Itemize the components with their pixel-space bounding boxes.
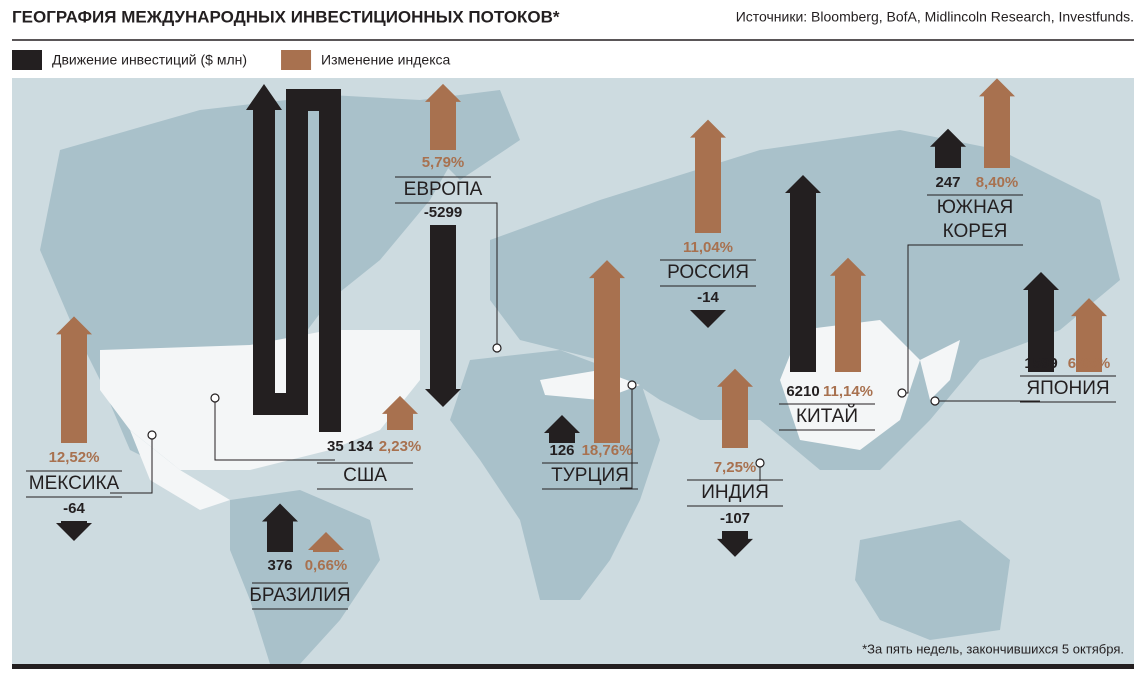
flow-label: 126 <box>549 442 574 459</box>
flow-label: 1599 <box>1024 355 1057 372</box>
index-label: 12,52% <box>49 449 100 466</box>
index-arrow <box>717 368 753 448</box>
region: 247 8,40% ЮЖНАЯ КОРЕЯ <box>927 78 1023 246</box>
flow-arrow <box>690 310 726 328</box>
index-label: 11,14% <box>823 383 873 400</box>
bottom-rule <box>12 664 1134 669</box>
region: 11,04% РОССИЯ -14 <box>660 119 756 328</box>
flow-arrow <box>930 128 966 168</box>
title: ГЕОГРАФИЯ МЕЖДУНАРОДНЫХ ИНВЕСТИЦИОННЫХ П… <box>12 7 560 26</box>
flow-arrow <box>253 89 341 432</box>
region-name: США <box>343 465 387 486</box>
region-name: ЮЖНАЯ <box>937 197 1013 218</box>
legend-swatch <box>281 50 312 70</box>
flow-arrow <box>425 225 461 407</box>
footnote: *За пять недель, закончившихся 5 октября… <box>862 641 1124 656</box>
region: 376 0,66% БРАЗИЛИЯ <box>249 503 351 610</box>
flow-arrow <box>717 531 753 557</box>
region-name: ЕВРОПА <box>404 179 483 200</box>
index-arrow <box>690 119 726 233</box>
region-name: ЯПОНИЯ <box>1026 378 1109 399</box>
flow-arrow <box>544 414 580 443</box>
flow-label: -14 <box>697 289 719 306</box>
callout-dots <box>147 343 940 468</box>
legend: Движение инвестиций ($ млн) Изменение инд… <box>12 50 450 70</box>
index-arrow <box>425 83 461 150</box>
index-arrow <box>308 532 344 552</box>
index-arrow <box>589 260 625 443</box>
flow-arrow <box>785 174 821 372</box>
flow-arrow <box>262 503 298 552</box>
region: 126 18,76% ТУРЦИЯ <box>542 260 638 490</box>
index-label: 7,25% <box>714 459 757 476</box>
region-name: БРАЗИЛИЯ <box>249 585 350 606</box>
region: 12,52% МЕКСИКА -64 <box>26 316 122 541</box>
source: Источники: Bloomberg, BofA, Midlincoln R… <box>736 9 1134 25</box>
index-label: 2,23% <box>379 438 422 455</box>
flow-label: 35 134 <box>327 438 374 455</box>
flow-label: -64 <box>63 500 85 517</box>
legend-label: Изменение индекса <box>321 52 450 68</box>
index-label: 18,76% <box>582 442 633 459</box>
flow-arrow <box>56 521 92 541</box>
flow-arrow <box>1023 272 1059 372</box>
index-label: 6,65% <box>1068 355 1111 372</box>
index-arrow <box>979 78 1015 168</box>
region: 35 134 2,23% США <box>246 84 422 490</box>
flow-label: 247 <box>935 174 960 191</box>
region-name: МЕКСИКА <box>29 473 120 494</box>
flow-arrow-head <box>246 84 282 110</box>
region: 5,79% ЕВРОПА -5299 <box>395 83 491 407</box>
flow-label: 376 <box>267 557 292 574</box>
index-label: 11,04% <box>683 239 733 256</box>
region-name: ИНДИЯ <box>701 482 769 503</box>
legend-swatch <box>12 50 42 70</box>
legend-label: Движение инвестиций ($ млн) <box>52 52 247 68</box>
flow-label: 6210 <box>786 383 819 400</box>
regions: 35 134 2,23% США 5,79% ЕВРОПА -5299 11,04% РОСС… <box>26 78 1116 610</box>
region: 7,25% ИНДИЯ -107 <box>687 368 783 557</box>
flow-label: -107 <box>720 510 750 527</box>
region-name: КИТАЙ <box>796 405 858 427</box>
index-label: 5,79% <box>422 154 465 171</box>
index-arrow <box>1071 298 1107 372</box>
index-arrow <box>56 316 92 443</box>
index-arrow <box>382 395 418 430</box>
region: 6210 11,14% КИТАЙ <box>779 174 875 431</box>
flow-label: -5299 <box>424 204 462 221</box>
index-arrow <box>830 257 866 372</box>
region: 1599 6,65% ЯПОНИЯ <box>1020 272 1116 403</box>
region-name: КОРЕЯ <box>943 221 1008 242</box>
index-label: 0,66% <box>305 557 348 574</box>
index-label: 8,40% <box>976 174 1019 191</box>
region-name: РОССИЯ <box>667 262 749 283</box>
region-name: ТУРЦИЯ <box>551 465 629 486</box>
